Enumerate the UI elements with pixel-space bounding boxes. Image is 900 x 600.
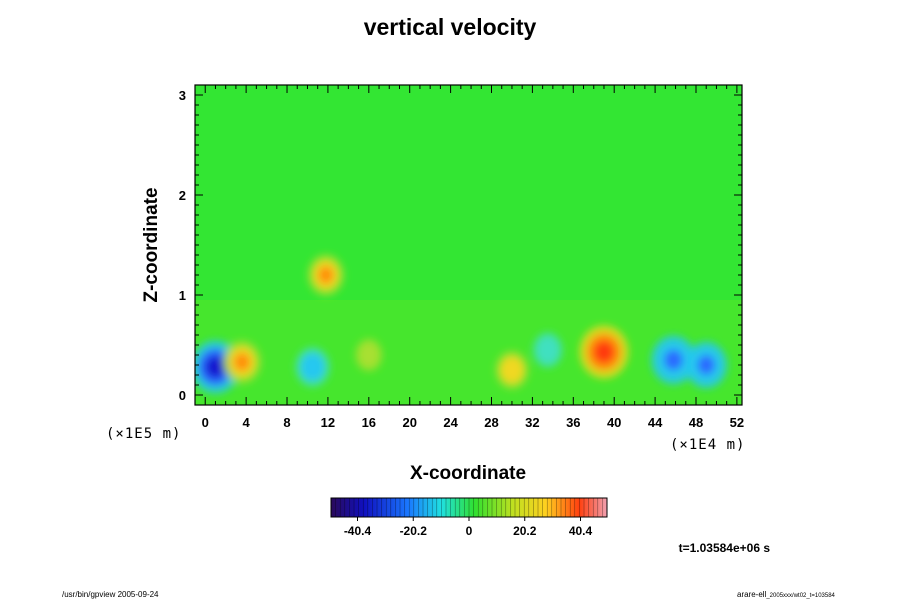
cell-core	[234, 353, 250, 371]
x-tick-label: 8	[283, 415, 290, 430]
velocity-cell-7	[533, 332, 563, 368]
colorbar-divisions	[335, 498, 603, 517]
velocity-cell-4	[307, 254, 344, 296]
colorbar: -40.4 -20.2 0 20.2 40.4	[330, 497, 608, 538]
x-tick-label: 32	[525, 415, 539, 430]
x-tick-label: 52	[730, 415, 744, 430]
x-axis-label: X-coordinate	[410, 463, 526, 484]
x-tick-label: 16	[362, 415, 376, 430]
cell-core	[593, 340, 615, 364]
x-tick-label: 4	[243, 415, 251, 430]
x-tick-label: 20	[402, 415, 416, 430]
footer-run-name: arare-ell	[737, 590, 767, 599]
colorbar-tick-label: 0	[466, 524, 473, 538]
velocity-cell-5	[355, 339, 383, 371]
x-tick-label: 0	[202, 415, 209, 430]
chart-title: vertical velocity	[363, 14, 537, 40]
velocity-cell-8	[579, 325, 629, 379]
colorbar-tick-label: 40.4	[569, 524, 593, 538]
time-stamp: t=1.03584e+06 s	[678, 541, 770, 555]
y-tick-label: 0	[179, 388, 186, 403]
cell-core	[205, 355, 226, 379]
footer-run-id: arare-ell_2005xxx/wt02_t=103584	[737, 590, 835, 599]
velocity-cell-6	[495, 351, 529, 389]
footer-run-sub: _2005xxx/wt02_t=103584	[766, 593, 835, 599]
x-tick-label: 24	[443, 415, 458, 430]
cell-core	[664, 349, 683, 371]
y-tick-label: 2	[179, 188, 186, 203]
cell-core	[541, 342, 554, 358]
cell-core	[318, 266, 334, 284]
velocity-cell-3	[295, 347, 330, 387]
x-tick-label: 36	[566, 415, 580, 430]
y-axis-unit: (×1E5 m)	[106, 426, 181, 442]
y-axis-label: Z-coordinate	[141, 187, 162, 302]
y-tick-label: 1	[179, 288, 186, 303]
colorbar-ticks: -40.4 -20.2 0 20.2 40.4	[344, 517, 593, 538]
heatmap-field	[195, 85, 742, 405]
cell-core	[505, 362, 519, 378]
x-tick-label: 40	[607, 415, 621, 430]
velocity-cell-10	[685, 341, 728, 389]
colorbar-tick-label: -40.4	[344, 524, 372, 538]
x-tick-label: 28	[484, 415, 498, 430]
low-level-band	[195, 300, 742, 405]
footer-command: /usr/bin/gpview 2005-09-24	[62, 590, 159, 599]
x-axis-unit: (×1E4 m)	[670, 437, 745, 453]
x-tick-label: 12	[321, 415, 335, 430]
cell-core	[697, 355, 715, 375]
velocity-cells	[195, 254, 728, 394]
velocity-cell-9	[651, 335, 696, 385]
velocity-cell-2	[223, 340, 261, 384]
cell-core	[305, 358, 320, 376]
colorbar-tick-label: -20.2	[400, 524, 428, 538]
cell-core	[363, 348, 375, 362]
y-tick-label: 3	[179, 88, 186, 103]
y-axis-ticks: 0 1 2 3	[179, 88, 742, 403]
x-axis-ticks: 0 4 8 12 16 20 24 28 32 36 40 44 48 52	[202, 85, 744, 430]
x-tick-label: 44	[648, 415, 663, 430]
colorbar-tick-label: 20.2	[513, 524, 537, 538]
x-tick-label: 48	[689, 415, 703, 430]
